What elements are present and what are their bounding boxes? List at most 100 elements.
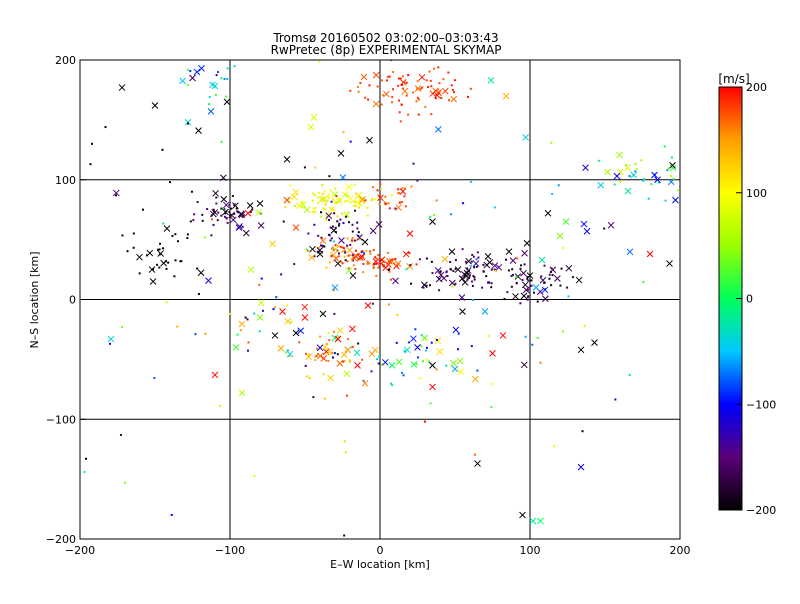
data-point-dot (333, 212, 336, 215)
data-point-dot (387, 252, 390, 255)
data-point-dot (399, 77, 402, 80)
data-point-cross (255, 209, 263, 216)
x-tick-label: 200 (670, 544, 691, 557)
data-point-dot (396, 313, 399, 316)
data-point-dot (330, 237, 333, 240)
data-point-dot (428, 284, 431, 287)
data-point-cross (338, 237, 345, 244)
data-point-cross (471, 375, 479, 383)
data-point-dot (475, 265, 478, 268)
data-point-dot (490, 406, 493, 409)
data-point-dot (436, 89, 439, 92)
data-point-dot (224, 212, 227, 215)
data-point-dot (559, 284, 562, 287)
data-point-cross (220, 195, 228, 203)
data-point-cross (195, 127, 202, 135)
data-point-dot (336, 220, 339, 223)
data-point-dot (186, 83, 189, 86)
data-point-dot (354, 249, 357, 252)
data-point-dot (640, 159, 643, 162)
data-point-dot (153, 377, 156, 380)
data-point-dot (435, 199, 438, 202)
data-point-dot (186, 237, 189, 240)
data-point-dot (394, 207, 397, 210)
data-point-cross (441, 255, 449, 263)
data-point-dot (223, 215, 226, 218)
data-point-cross (343, 211, 351, 218)
data-point-dot (362, 379, 365, 382)
data-point-dot (375, 262, 378, 265)
data-point-dot (625, 164, 628, 167)
data-point-dot (351, 345, 354, 348)
data-point-dot (203, 236, 206, 239)
data-point-dot (487, 335, 490, 338)
data-point-dot (395, 341, 398, 344)
data-point-dot (372, 186, 375, 189)
colorbar-tick-label: 100 (746, 187, 767, 200)
data-point-dot (476, 369, 479, 372)
data-point-dot (324, 208, 327, 211)
data-point-cross (179, 77, 186, 85)
data-point-dot (473, 276, 476, 279)
data-point-dot (647, 197, 650, 200)
data-point-cross (433, 91, 441, 99)
data-point-dot (438, 82, 441, 85)
data-point-dot (332, 247, 335, 250)
data-point-cross (580, 220, 588, 228)
data-point-cross (669, 162, 676, 169)
data-point-dot (215, 202, 218, 205)
data-point-dot (551, 274, 554, 277)
data-point-cross (448, 279, 456, 287)
data-point-dot (379, 183, 382, 186)
data-point-dot (124, 481, 126, 484)
data-point-dot (506, 291, 509, 294)
data-point-cross (277, 344, 285, 352)
data-point-dot (345, 200, 348, 203)
data-point-dot (356, 227, 359, 230)
data-point-cross (465, 257, 473, 265)
data-point-dot (349, 140, 352, 143)
data-point-dot (449, 213, 452, 216)
data-point-dot (583, 325, 586, 328)
data-point-dot (429, 402, 432, 405)
data-point-dot (380, 103, 383, 106)
data-point-dot (91, 142, 93, 145)
data-point-dot (349, 89, 352, 92)
data-point-dot (204, 332, 207, 335)
colorbar-label: [m/s] (718, 72, 749, 86)
chart-title: Tromsø 20160502 03:02:00–03:03:43 (272, 31, 498, 45)
data-point-dot (330, 254, 333, 257)
data-point-cross (247, 266, 255, 273)
data-point-dot (313, 223, 316, 226)
data-point-cross (429, 218, 436, 226)
data-point-cross (238, 320, 246, 328)
data-point-dot (303, 166, 306, 169)
data-point-cross (354, 362, 361, 369)
data-point-dot (229, 214, 232, 217)
data-point-dot (493, 268, 496, 271)
data-point-cross (336, 327, 344, 334)
data-point-cross (148, 266, 156, 273)
data-point-cross (310, 114, 318, 121)
data-point-dot (210, 234, 213, 237)
data-point-dot (364, 199, 367, 202)
data-point-dot (336, 353, 339, 356)
data-point-dot (385, 202, 388, 205)
data-point-dot (433, 67, 436, 70)
data-point-cross (360, 73, 368, 81)
data-point-dot (342, 222, 345, 225)
data-point-cross (364, 302, 372, 309)
data-point-cross (358, 197, 366, 205)
data-point-dot (425, 257, 428, 260)
data-point-dot (301, 206, 304, 209)
data-point-dot (333, 352, 336, 355)
data-point-dot (197, 292, 200, 295)
data-point-cross (577, 463, 585, 471)
data-point-dot (524, 335, 527, 338)
data-point-cross (297, 327, 305, 335)
data-point-cross (410, 361, 418, 368)
data-point-dot (115, 194, 117, 197)
y-tick-label: 200 (55, 54, 76, 67)
data-point-dot (83, 470, 86, 473)
data-point-dot (530, 279, 533, 282)
